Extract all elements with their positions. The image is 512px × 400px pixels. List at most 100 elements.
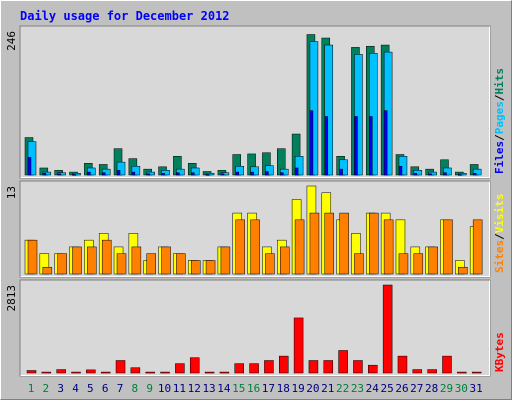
- bar: [42, 172, 47, 176]
- bar: [235, 165, 244, 176]
- bar: [71, 371, 81, 374]
- bar: [458, 266, 468, 275]
- bar: [86, 369, 96, 374]
- bar: [294, 219, 305, 275]
- bar: [265, 253, 275, 275]
- bar: [176, 172, 180, 176]
- bar: [309, 110, 314, 176]
- bar: [458, 172, 467, 176]
- bar: [41, 371, 52, 374]
- bar: [250, 219, 260, 275]
- legend-entry: KBytes: [493, 332, 506, 372]
- bar: [369, 212, 379, 275]
- x-tick-label: 31: [470, 382, 483, 395]
- bar: [57, 253, 67, 275]
- panel-edge: [20, 181, 490, 277]
- legend: Files/Pages/Hits: [493, 68, 506, 174]
- x-tick-label: 23: [351, 382, 364, 395]
- x-tick-label: 27: [410, 382, 423, 395]
- bar: [428, 171, 437, 176]
- bar: [354, 54, 363, 176]
- panel-edge: [20, 280, 490, 376]
- bar: [308, 360, 319, 374]
- bar: [220, 246, 231, 275]
- bar: [115, 360, 126, 374]
- y-tick-label: 2813: [5, 285, 18, 312]
- bar: [116, 170, 121, 176]
- bar: [131, 165, 141, 176]
- bar: [369, 116, 373, 176]
- legend-entry: Hits: [493, 68, 506, 95]
- bar: [323, 360, 334, 374]
- panel: [19, 25, 491, 179]
- bar: [131, 246, 142, 275]
- bar: [101, 172, 106, 176]
- bar: [383, 110, 388, 176]
- bar: [324, 116, 329, 176]
- bar: [368, 364, 378, 374]
- bar: [353, 360, 363, 374]
- x-tick-label: 17: [262, 382, 275, 395]
- bar: [26, 370, 37, 374]
- bar: [280, 172, 284, 176]
- x-tick-label: 29: [440, 382, 453, 395]
- bar: [100, 371, 111, 374]
- bar: [176, 253, 186, 275]
- bar: [130, 367, 141, 374]
- bar: [428, 246, 438, 275]
- bar: [219, 371, 230, 374]
- bar: [57, 173, 61, 176]
- bar: [220, 173, 225, 176]
- panel: [19, 279, 491, 377]
- panel-edge: [20, 26, 490, 178]
- bar: [324, 212, 335, 275]
- bar: [131, 171, 136, 176]
- bar: [309, 41, 319, 176]
- x-tick-label: 21: [321, 382, 334, 395]
- bar: [72, 172, 81, 176]
- bar: [72, 174, 76, 176]
- bar: [87, 246, 97, 275]
- x-tick-label: 30: [455, 382, 468, 395]
- bar: [190, 167, 200, 176]
- y-tick-label: 246: [5, 31, 18, 51]
- bar: [280, 168, 289, 176]
- bar: [354, 116, 358, 176]
- bar: [42, 266, 53, 275]
- bar: [443, 219, 453, 275]
- bar: [87, 167, 96, 176]
- x-tick-label: 20: [306, 382, 319, 395]
- bar: [442, 355, 452, 374]
- bar: [205, 172, 215, 176]
- legend: KBytes: [493, 332, 506, 372]
- bar: [27, 157, 32, 176]
- bar: [293, 317, 304, 374]
- bar: [205, 174, 210, 176]
- legend-entry: Visits: [493, 194, 506, 234]
- bar: [309, 212, 320, 275]
- bar: [398, 253, 409, 275]
- bar: [369, 52, 378, 176]
- bar: [56, 369, 66, 374]
- bar: [205, 260, 216, 275]
- x-tick-label: 10: [158, 382, 171, 395]
- bar: [471, 371, 482, 374]
- bar: [412, 369, 423, 374]
- bar: [176, 168, 185, 176]
- bar: [339, 159, 348, 176]
- x-tick-label: 9: [146, 382, 153, 395]
- bar: [161, 172, 165, 176]
- bar: [382, 284, 393, 374]
- bar: [161, 246, 171, 275]
- x-tick-label: 24: [366, 382, 380, 395]
- bar: [294, 156, 304, 176]
- bar: [279, 355, 289, 374]
- y-tick-label: 13: [5, 186, 18, 199]
- x-tick-label: 8: [132, 382, 139, 395]
- legend-entry: Sites: [493, 240, 506, 273]
- bar: [339, 212, 349, 275]
- x-tick-label: 2: [43, 382, 50, 395]
- bar: [280, 246, 290, 275]
- bar: [101, 168, 111, 176]
- x-tick-label: 13: [202, 382, 215, 395]
